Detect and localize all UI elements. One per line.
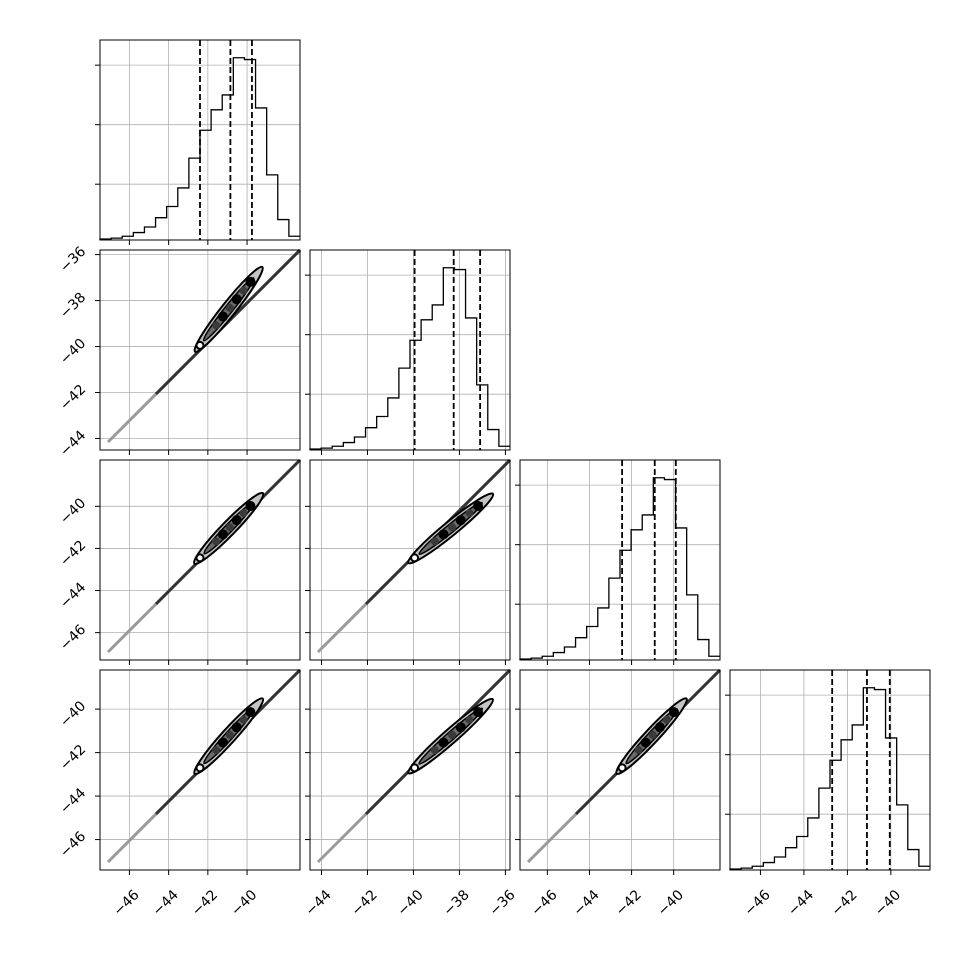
y-tick-label: −42 xyxy=(57,382,89,414)
x-tick-label: −44 xyxy=(571,887,603,919)
panel-3-2: −46 −44 −42 −40 xyxy=(515,668,722,919)
density-peak xyxy=(245,707,256,718)
contour-tail-marker xyxy=(410,763,420,773)
density-peak xyxy=(217,737,228,748)
density-peak xyxy=(448,730,457,739)
density-peak xyxy=(225,523,234,532)
density-peak xyxy=(225,303,234,312)
density-peak xyxy=(662,715,671,724)
panel-2-2 xyxy=(515,459,721,665)
axes-frame xyxy=(519,459,721,661)
density-peak xyxy=(668,707,679,718)
y-tick-label: −40 xyxy=(57,495,89,527)
x-tick-label: −46 xyxy=(528,887,560,919)
contour-tail-marker xyxy=(617,763,627,773)
axes-frame xyxy=(99,459,301,661)
axes-frame xyxy=(519,669,721,871)
x-tick-label: −40 xyxy=(395,887,427,919)
axes-frame xyxy=(309,249,511,451)
density-peak xyxy=(231,722,242,733)
density-peak xyxy=(455,722,466,733)
x-tick-label: −40 xyxy=(872,887,904,919)
y-tick-label: −36 xyxy=(57,244,89,276)
density-peak xyxy=(640,737,651,748)
histogram-step xyxy=(519,477,720,660)
density-peak xyxy=(465,509,474,518)
density-peak xyxy=(231,515,242,526)
panel-0-0 xyxy=(95,39,301,245)
x-tick-label: −42 xyxy=(828,887,860,919)
y-tick-label: −42 xyxy=(57,537,89,569)
density-peak xyxy=(212,746,221,755)
axes-frame xyxy=(99,249,301,451)
panel-3-3: −46 −44 −42 −40 xyxy=(725,669,931,919)
density-peak xyxy=(455,515,466,526)
density-peak xyxy=(430,537,439,546)
density-peak xyxy=(634,746,643,755)
density-peak xyxy=(239,286,248,295)
axes-frame xyxy=(729,669,931,871)
x-tick-label: −46 xyxy=(742,887,774,919)
density-peak xyxy=(438,529,449,540)
panel-1-0: −44 −42 −40 −38 −36 xyxy=(57,244,302,460)
contour-tail-marker xyxy=(195,553,205,563)
panel-3-0: −46 −44 −42 −40−46−44−42−40 xyxy=(57,668,302,919)
y-tick-label: −38 xyxy=(57,290,89,322)
x-tick-label: −44 xyxy=(150,887,182,919)
density-peak xyxy=(212,537,221,546)
density-peak xyxy=(217,529,228,540)
density-peak xyxy=(231,294,242,305)
density-peak xyxy=(212,321,221,330)
panel-2-0: −46 −44 −42 −40 xyxy=(57,458,302,665)
contour-tail-marker xyxy=(195,763,205,773)
density-peak xyxy=(473,707,484,718)
x-tick-label: −42 xyxy=(189,887,221,919)
x-tick-label: −40 xyxy=(655,887,687,919)
x-tick-label: −38 xyxy=(440,887,472,919)
x-tick-label: −42 xyxy=(349,887,381,919)
histogram-step xyxy=(729,687,930,870)
contour-tail-marker xyxy=(195,340,205,350)
y-tick-label: −40 xyxy=(57,698,89,730)
axes-frame xyxy=(309,669,511,871)
y-tick-label: −42 xyxy=(57,742,89,774)
y-tick-label: −40 xyxy=(57,336,89,368)
y-tick-label: −44 xyxy=(57,428,89,460)
axes-frame xyxy=(99,669,301,871)
density-peak xyxy=(448,523,457,532)
contour-tail-marker xyxy=(410,553,420,563)
axes-frame xyxy=(99,39,301,241)
density-peak xyxy=(239,715,248,724)
density-peak xyxy=(438,737,449,748)
x-tick-label: −44 xyxy=(303,887,335,919)
density-peak xyxy=(245,276,256,287)
density-peak xyxy=(239,509,248,518)
density-peak xyxy=(225,730,234,739)
y-tick-label: −44 xyxy=(57,580,89,612)
density-peak xyxy=(217,311,228,322)
density-peak xyxy=(245,501,256,512)
x-tick-label: −42 xyxy=(613,887,645,919)
density-peak xyxy=(654,722,665,733)
y-tick-label: −46 xyxy=(57,622,89,654)
x-tick-label: −46 xyxy=(110,887,142,919)
panel-3-1: −44 −42 −40 −38 −36 xyxy=(303,668,519,919)
x-tick-label: −40 xyxy=(228,887,260,919)
axes-frame xyxy=(309,459,511,661)
panel-1-1 xyxy=(305,249,511,455)
x-tick-label: −44 xyxy=(785,887,817,919)
y-tick-label: −44 xyxy=(57,785,89,817)
x-tick-label: −36 xyxy=(486,887,518,919)
density-peak xyxy=(465,715,474,724)
density-peak xyxy=(430,746,439,755)
y-tick-label: −46 xyxy=(57,829,89,861)
panel-2-1 xyxy=(305,458,512,665)
density-peak xyxy=(648,730,657,739)
histogram-step xyxy=(309,267,510,450)
density-peak xyxy=(473,501,484,512)
